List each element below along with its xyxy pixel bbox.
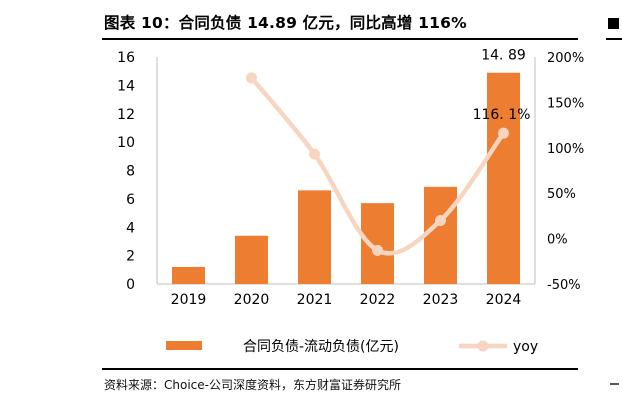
yoy-point-2021 [309,148,320,160]
adjacent-figure-rule-edge [606,38,622,40]
right-tick-label: 50% [547,187,576,202]
right-tick-label: 0% [547,233,568,248]
bar-2019 [172,266,205,284]
yoy-point-2020 [246,72,257,84]
adjacent-figure-source-edge [610,383,619,391]
left-tick-label: 16 [117,50,135,66]
bar-2020 [235,235,268,284]
yoy-point-2022 [372,244,383,256]
yoy-data-label: 116. 1% [473,107,531,123]
x-tick-label: 2019 [171,292,207,308]
x-tick-label: 2022 [360,292,396,308]
left-tick-label: 0 [126,277,135,293]
x-axis-ticks: 2019 2020 2021 2022 2023 2024 [171,292,522,308]
source-rule [102,368,578,370]
bar-2021 [298,190,331,284]
adjacent-figure-title-edge [608,18,619,29]
yoy-line-series [246,72,509,256]
bar-2023 [424,186,457,284]
title-rule [102,38,578,40]
x-tick-label: 2021 [297,292,333,308]
legend-bar-label: 合同负债-流动负债(亿元) [243,339,399,355]
legend-line-marker [477,340,489,352]
left-tick-label: 2 [126,249,135,265]
left-tick-label: 4 [126,220,135,236]
legend: 合同负债-流动负债(亿元) yoy [166,339,538,355]
right-axis-ticks: -50% 0% 50% 100% 150% 200% [547,51,584,293]
left-axis-ticks: 0 2 4 6 8 10 12 14 16 [117,50,135,293]
left-tick-label: 12 [117,107,135,123]
bar-2024 [487,72,520,284]
bar-series [172,72,520,284]
yoy-point-2023 [435,214,446,226]
x-tick-label: 2020 [234,292,270,308]
right-tick-label: -50% [547,278,581,293]
left-tick-label: 10 [117,135,135,151]
yoy-point-2024 [498,127,509,139]
right-tick-label: 100% [547,142,584,157]
source-note: 资料来源：Choice-公司深度资料，东方财富证券研究所 [104,378,401,392]
right-tick-label: 150% [547,96,584,111]
left-tick-label: 14 [117,78,135,94]
right-tick-label: 200% [547,51,584,66]
axes [156,57,536,285]
x-tick-label: 2024 [486,292,522,308]
chart-title: 图表 10：合同负债 14.89 亿元，同比高增 116% [104,14,467,32]
legend-line-label: yoy [513,339,538,355]
data-labels: 14. 89 116. 1% [473,48,531,123]
left-tick-label: 6 [126,192,135,208]
x-tick-label: 2023 [423,292,459,308]
left-tick-label: 8 [126,164,135,180]
bar-data-label: 14. 89 [481,48,526,64]
legend-bar-swatch [166,341,202,350]
